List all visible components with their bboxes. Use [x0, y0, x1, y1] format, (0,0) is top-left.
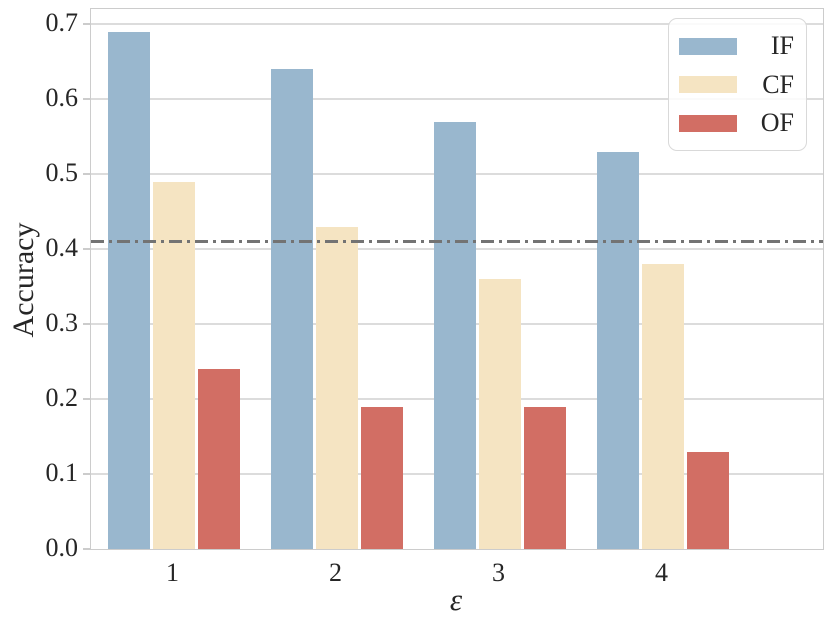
y-tick-label: 0.2 [45, 383, 79, 412]
y-tick-label: 0.1 [45, 458, 79, 487]
bar-if-3 [433, 121, 476, 549]
legend-label-if: IF [770, 31, 794, 60]
gridline [91, 98, 823, 100]
y-tick-label: 0.5 [45, 158, 79, 187]
x-tick-label: 4 [655, 558, 668, 587]
y-tick-label: 0.3 [45, 308, 79, 337]
y-tick-mark [83, 398, 90, 400]
y-tick-mark [83, 173, 90, 175]
y-axis-title: Accuracy [7, 222, 40, 338]
y-tick-mark [83, 473, 90, 475]
y-tick-label: 0.6 [45, 83, 79, 112]
x-tick-label: 2 [329, 558, 342, 587]
bar-cf-1 [152, 181, 195, 549]
y-tick-label: 0.4 [45, 233, 79, 262]
legend-item-cf: CF [679, 66, 794, 104]
y-tick-label: 0.7 [45, 8, 79, 37]
legend-swatch-of [679, 114, 737, 132]
legend: IF CF OF [668, 18, 807, 151]
bar-of-3 [523, 406, 566, 549]
bar-if-2 [270, 69, 313, 549]
legend-label-cf: CF [762, 69, 794, 99]
x-tick-label: 3 [492, 558, 505, 587]
bar-of-4 [686, 451, 729, 549]
y-tick-mark [83, 98, 90, 100]
legend-label-of: OF [760, 108, 794, 137]
legend-item-of: OF [679, 104, 794, 142]
bar-cf-4 [641, 264, 684, 549]
reference-dashdot-line [91, 240, 823, 243]
y-tick-label: 0.0 [45, 533, 79, 562]
y-tick-mark [83, 323, 90, 325]
y-tick-mark [83, 23, 90, 25]
bar-cf-3 [478, 279, 521, 549]
legend-swatch-cf [679, 76, 737, 93]
bar-of-2 [360, 406, 403, 549]
bar-of-1 [197, 369, 240, 549]
legend-swatch-if [679, 37, 737, 55]
bar-if-4 [596, 151, 639, 549]
x-tick-label: 1 [166, 558, 179, 587]
gridline [91, 23, 823, 25]
y-tick-mark [83, 248, 90, 250]
x-axis-title: ε [449, 582, 463, 617]
bar-if-1 [107, 31, 150, 549]
y-tick-mark [83, 548, 90, 550]
bar-cf-2 [315, 226, 358, 549]
legend-item-if: IF [679, 27, 794, 65]
